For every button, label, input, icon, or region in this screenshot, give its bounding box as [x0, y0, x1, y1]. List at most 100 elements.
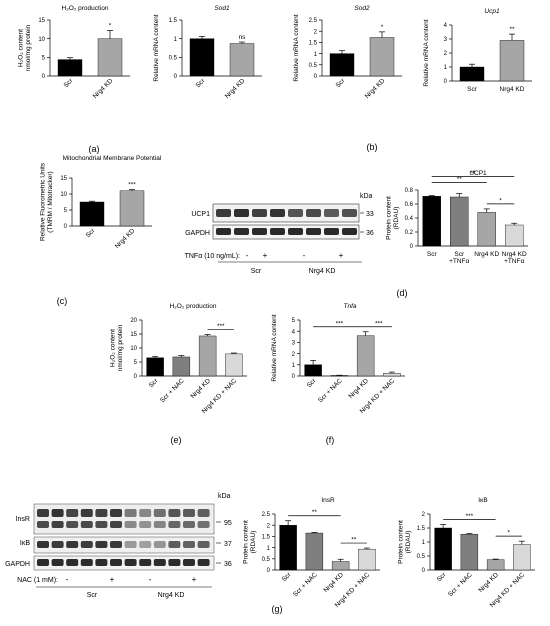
blot-band-gapdh: [306, 228, 321, 235]
blot-d-kda-36: 36: [366, 230, 374, 237]
y-axis-label-line: (TMRM / Mitotracker): [47, 171, 54, 232]
y-axis-label-line: Protein content: [243, 520, 250, 564]
chart-title: Sod2: [354, 5, 370, 12]
blot-band-insr-lower: [110, 521, 122, 528]
x-tick-label-line: +TNFα: [449, 258, 469, 265]
y-axis-label: Relative Fluorometric Units(TMRM / Mitot…: [40, 162, 55, 241]
y-tick-label: 3: [292, 341, 296, 347]
y-axis-label: Protein content(RDAU): [243, 520, 258, 564]
y-tick-label: 1.5: [309, 41, 318, 47]
y-axis-label-line: nmol/mg protein: [117, 324, 124, 371]
blot-band-ikb: [95, 541, 108, 548]
y-axis-label: Protein content(RDAU): [398, 520, 413, 564]
y-tick-label: 0: [267, 568, 271, 574]
chart-f: Tnfa 0 1 2 3 4 5 Relative mRNA content Scr Scr + …: [271, 303, 405, 415]
panel-label-d: (d): [397, 288, 408, 298]
blot-band-insr: [183, 509, 195, 517]
y-axis-label: H₂O₂ contentnmol/mg protein: [110, 324, 125, 371]
significance-label: ***: [375, 320, 383, 327]
y-axis-label-line: nmol/mg protein: [25, 24, 32, 71]
y-axis-label-line: Protein content: [398, 520, 405, 564]
bar: [79, 201, 105, 227]
blot-band-ucp1: [306, 209, 321, 217]
chart-g2: IκB 0 0.5 1 1.5 2 Protein content(RDAU) Scr Scr …: [398, 497, 535, 609]
blot-band-insr-lower: [80, 521, 93, 528]
y-tick-label: 4: [292, 329, 296, 335]
blot-band-ikb: [124, 541, 137, 548]
y-tick-label: 0: [410, 244, 414, 250]
significance-label: **: [470, 170, 476, 177]
blot-band-ikb: [197, 541, 210, 548]
y-axis-label-line: Relative mRNA content: [293, 14, 300, 81]
bar: [97, 38, 123, 77]
blot-band-insr: [95, 509, 108, 517]
blot-band-insr-lower: [37, 521, 49, 528]
y-tick-label: 2.5: [309, 18, 318, 24]
bar: [369, 37, 395, 77]
blot-d-gapdh-strip: [212, 224, 360, 240]
blot-band-insr-lower: [95, 521, 108, 528]
bar: [119, 190, 145, 227]
blot-band-gapdh: [324, 228, 339, 235]
blot-d-sign-1: -: [246, 251, 249, 260]
blot-g-insr-strip: [33, 503, 215, 535]
y-tick-label: 0.4: [405, 216, 414, 222]
x-tick-label-line: Nrg4 KD: [474, 251, 499, 258]
blot-band-ikb: [80, 541, 93, 548]
chart-title: Tnfa: [343, 303, 356, 310]
blot-g-row-label-gapdh: GAPDH: [5, 561, 30, 568]
y-axis-label-line: Protein content: [386, 196, 393, 240]
blot-g-row-label-ikb: IκB: [20, 540, 30, 547]
blot-d-treatment-label: TNFα (10 ng/mL):: [185, 253, 240, 260]
y-tick-label: 4: [444, 23, 448, 29]
y-tick-label: 2: [314, 29, 318, 35]
chart-title: H₂O₂ production: [170, 303, 217, 310]
x-tick-label: Scr + NAC: [292, 571, 319, 598]
y-tick-label: 0.5: [262, 557, 271, 563]
y-tick-label: 10: [38, 37, 45, 43]
bar: [383, 373, 401, 377]
bar: [305, 532, 324, 571]
blot-band-gapdh: [139, 559, 152, 566]
blot-d-row-label-ucp1: UCP1: [191, 211, 210, 218]
y-axis-label: H₂O₂ contentnmol/mg protein: [18, 24, 33, 71]
chart-d: UCP1 0 0.2 0.4 0.6 0.8 Protein content(RDAU) Sc…: [386, 170, 528, 265]
x-tick-label: Nrg4 KD: [500, 86, 525, 93]
chart-title: Mitochondrial Membrane Potential: [63, 155, 162, 162]
x-tick-label: Nrg4 KD: [347, 377, 370, 400]
y-axis-label: Protein content(RDAU): [386, 196, 401, 240]
bar: [279, 525, 297, 571]
chart-a1: H₂O₂ production 0 5 10 15 H₂O₂ contentnmol/mg…: [18, 5, 130, 100]
blot-band-gapdh: [216, 228, 231, 235]
x-tick-label: Scr: [467, 86, 478, 93]
y-axis-label-line: (RDAU): [393, 207, 400, 230]
chart-title: Sod1: [214, 5, 230, 12]
y-tick-label: 0: [174, 74, 178, 80]
blot-band-insr: [197, 509, 210, 517]
blot-band-ucp1: [288, 209, 303, 217]
bar: [513, 544, 531, 571]
y-tick-label: 1.5: [169, 18, 178, 24]
y-tick-label: 2: [292, 352, 296, 358]
significance-label: **: [312, 509, 318, 516]
blot-band-gapdh: [51, 559, 64, 566]
bar: [356, 335, 375, 377]
blot-band-insr: [37, 509, 49, 517]
blot-d-sign-2: +: [263, 251, 268, 260]
blot-band-gapdh: [270, 228, 285, 235]
blot-band-insr-lower: [168, 521, 181, 528]
y-tick-label: 0.5: [169, 56, 178, 62]
blot-band-ucp1: [342, 209, 357, 217]
y-tick-label: 0.5: [309, 63, 318, 69]
x-tick-label: Nrg4 KD: [224, 77, 247, 100]
y-axis-label-line: Relative Fluorometric Units: [40, 162, 47, 241]
panel-label-e: (e): [171, 435, 182, 445]
western-blot-g: kDa InsR IκB GAPDH 95 37 36 NAC (1 mM): …: [5, 493, 232, 599]
blot-band-gapdh: [80, 559, 93, 566]
bar: [198, 335, 217, 377]
x-tick-label: Nrg4 KD: [322, 571, 345, 594]
y-tick-label: 1: [174, 37, 178, 43]
x-tick-label: Scr +TNFα: [449, 251, 469, 265]
bar: [189, 38, 215, 77]
blot-band-ikb: [110, 541, 122, 548]
